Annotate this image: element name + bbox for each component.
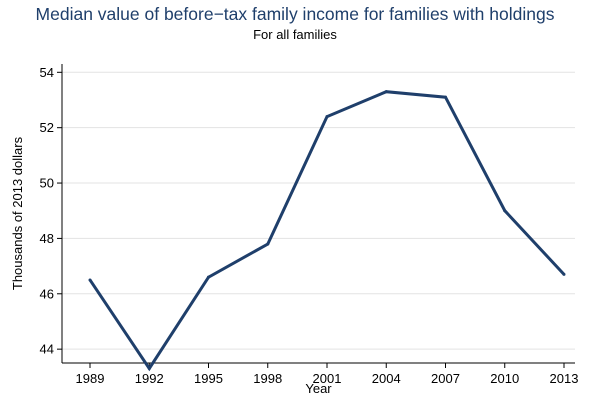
data-point bbox=[147, 367, 151, 371]
x-tick-label: 1992 bbox=[135, 371, 164, 386]
series-layer bbox=[88, 90, 566, 372]
gridlines bbox=[62, 71, 575, 350]
data-point bbox=[325, 115, 329, 119]
y-tick-label: 52 bbox=[40, 120, 54, 135]
data-point bbox=[266, 242, 270, 246]
data-point bbox=[562, 272, 566, 276]
x-tick-label: 2010 bbox=[490, 371, 519, 386]
y-tick-label: 46 bbox=[40, 286, 54, 301]
data-point bbox=[503, 209, 507, 213]
data-point bbox=[88, 278, 92, 282]
y-tick-label: 54 bbox=[40, 65, 54, 80]
x-tick-label: 2004 bbox=[372, 371, 401, 386]
chart-title: Median value of before−tax family income… bbox=[35, 4, 555, 24]
x-tick-label: 1989 bbox=[76, 371, 105, 386]
x-tick-label: 2007 bbox=[431, 371, 460, 386]
y-tick-label: 50 bbox=[40, 176, 54, 191]
chart-subtitle: For all families bbox=[253, 27, 337, 42]
x-tick-label: 1995 bbox=[194, 371, 223, 386]
y-tick-label: 48 bbox=[40, 231, 54, 246]
data-point bbox=[384, 90, 388, 94]
y-ticks: 44 46 48 50 52 54 bbox=[40, 65, 62, 357]
data-point bbox=[207, 275, 210, 279]
x-ticks: 1989 1992 1995 1998 2001 2004 2007 2010 2013 bbox=[76, 363, 579, 386]
x-axis-title: Year bbox=[305, 381, 332, 396]
data-point bbox=[444, 95, 447, 99]
x-tick-label: 1998 bbox=[253, 371, 282, 386]
y-axis-title: Thousands of 2013 dollars bbox=[10, 136, 25, 290]
series-line bbox=[88, 90, 566, 372]
x-tick-label: 2001 bbox=[313, 371, 342, 386]
y-tick-label: 44 bbox=[40, 342, 54, 357]
x-tick-label: 2013 bbox=[550, 371, 579, 386]
